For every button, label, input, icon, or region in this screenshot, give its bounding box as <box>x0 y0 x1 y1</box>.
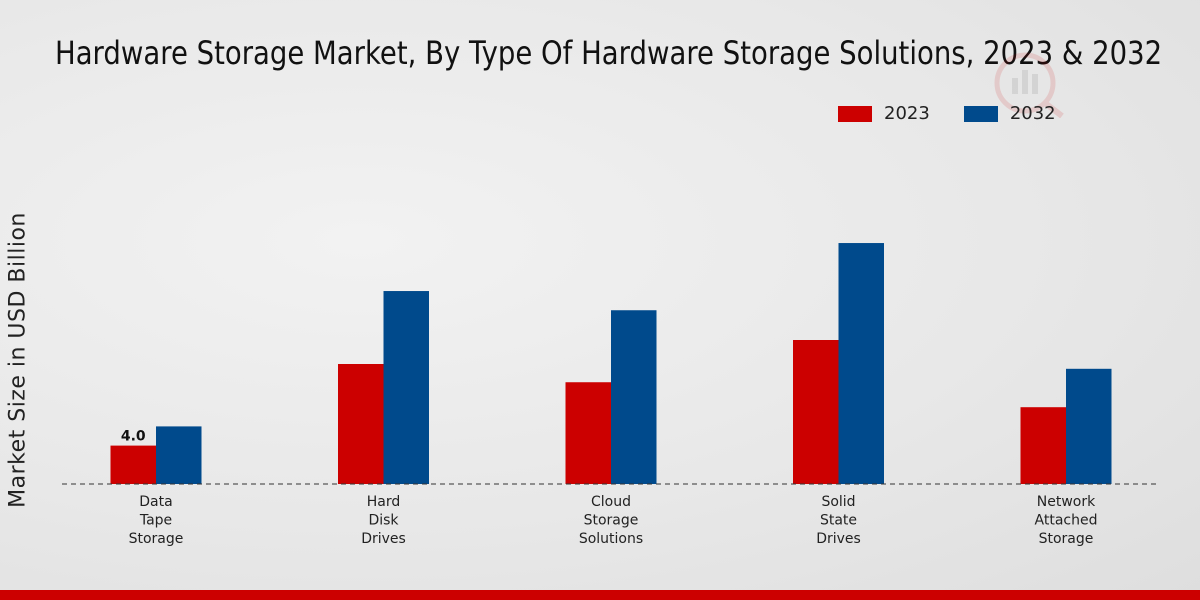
legend-swatch-2032 <box>963 105 998 122</box>
bottom-accent-bar <box>0 590 1200 600</box>
bar-2023-4 <box>1020 407 1066 484</box>
bar-2032-1 <box>383 291 429 484</box>
x-tick-label-1: Hard Disk Drives <box>361 494 406 547</box>
x-tick-label-3: Solid State Drives <box>816 494 861 547</box>
x-tick-label-2: Cloud Storage Solutions <box>579 494 643 547</box>
legend-swatch-2023 <box>838 105 872 122</box>
data-label-0: 4.0 <box>121 429 146 445</box>
bar-2032-3 <box>838 243 884 484</box>
legend-item-2032: 2032 <box>963 103 1056 124</box>
x-tick-label-0: Data Tape Storage <box>129 494 184 547</box>
bar-2032-0 <box>156 426 202 484</box>
legend-item-2023: 2023 <box>838 103 930 124</box>
bar-2032-4 <box>1066 368 1112 484</box>
bar-2032-2 <box>611 310 657 484</box>
legend-label-2023: 2023 <box>884 103 930 124</box>
bar-2023-2 <box>565 382 611 484</box>
legend-label-2032: 2032 <box>1009 103 1056 124</box>
bar-2023-3 <box>793 340 839 484</box>
x-tick-label-4: Network Attached Storage <box>1035 494 1098 547</box>
bar-2023-0 <box>110 445 156 484</box>
bar-2023-1 <box>338 364 384 484</box>
legend: 2023 2032 <box>838 103 1056 124</box>
watermark-logo-icon <box>994 52 1064 118</box>
chart-title: Hardware Storage Market, By Type Of Hard… <box>55 34 1163 72</box>
